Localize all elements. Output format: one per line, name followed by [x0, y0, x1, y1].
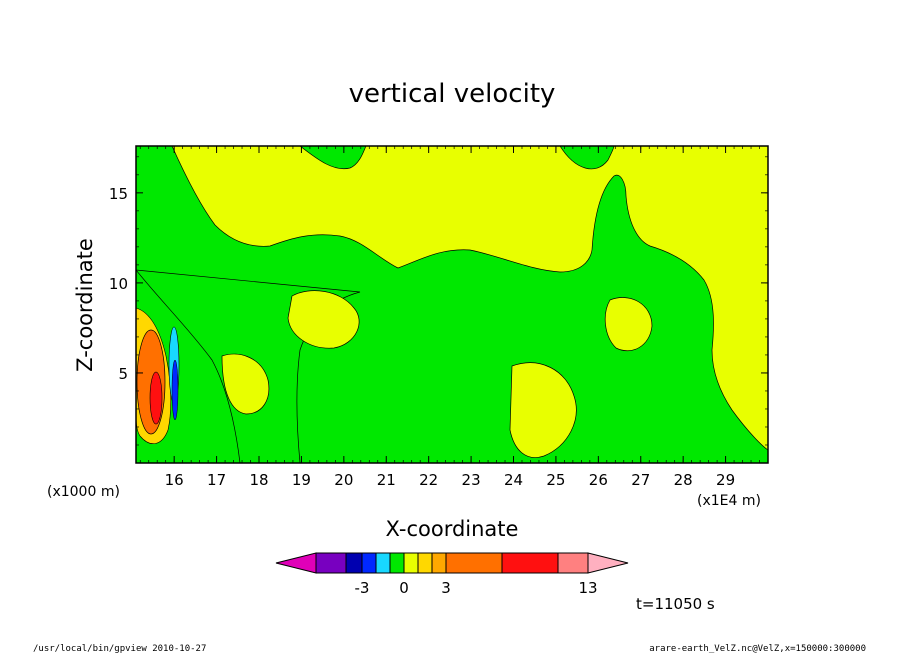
colorbar: -3 0 3 13	[275, 552, 629, 597]
colorbar-swatch	[417, 552, 433, 574]
x-tick-label: 16	[165, 471, 184, 489]
downdraft-core	[171, 359, 179, 421]
plot-frame	[135, 145, 769, 464]
y-axis: 5 10 15	[109, 156, 768, 446]
x-axis-unit: (x1E4 m)	[697, 493, 761, 509]
y-tick-label: 10	[109, 275, 128, 293]
colorbar-swatch	[403, 552, 419, 574]
colorbar-swatch	[501, 552, 559, 574]
footer-left: /usr/local/bin/gpview 2010-10-27	[33, 644, 206, 654]
colorbar-swatch	[557, 552, 589, 574]
colorbar-tick-label: -3	[355, 579, 370, 597]
positive-pocket-2	[509, 362, 577, 458]
x-tick-label: 26	[589, 471, 608, 489]
near-zero-region-2	[299, 146, 367, 170]
y-axis-unit: (x1000 m)	[47, 484, 120, 500]
near-zero-region-4	[559, 146, 615, 170]
x-tick-label: 17	[207, 471, 226, 489]
x-tick-label: 22	[419, 471, 438, 489]
colorbar-low-arrow	[275, 552, 317, 574]
colorbar-swatch	[389, 552, 405, 574]
core-regions	[136, 307, 180, 444]
colorbar-swatch	[445, 552, 503, 574]
x-tick-label: 25	[546, 471, 565, 489]
x-tick-label: 19	[292, 471, 311, 489]
x-axis-title: X-coordinate	[386, 517, 519, 541]
y-axis-title: Z-coordinate	[73, 238, 97, 372]
x-tick-label: 28	[674, 471, 693, 489]
colorbar-swatch	[361, 552, 377, 574]
positive-pocket-4	[221, 353, 270, 415]
x-tick-label: 18	[249, 471, 268, 489]
footer-right: arare-earth_VelZ.nc@VelZ,x=150000:300000	[649, 644, 866, 654]
x-tick-label: 20	[334, 471, 353, 489]
colorbar-tick-label: 0	[399, 579, 409, 597]
colorbar-high-arrow	[587, 552, 629, 574]
x-tick-label: 23	[462, 471, 481, 489]
chart-title: vertical velocity	[349, 79, 556, 109]
x-axis: 16 17 18 19 20 21 22 23 24 25 26 27 28 29	[139, 146, 769, 489]
updraft-peak	[149, 371, 163, 425]
positive-pocket-1	[287, 290, 360, 349]
x-tick-label: 29	[716, 471, 735, 489]
colorbar-swatch	[345, 552, 363, 574]
time-label: t=11050 s	[636, 595, 715, 613]
x-tick-label: 24	[504, 471, 523, 489]
colorbar-tick-label: 13	[578, 579, 597, 597]
near-zero-regions	[136, 146, 768, 463]
colorbar-swatch	[375, 552, 391, 574]
positive-pocket-3	[604, 297, 653, 352]
x-tick-label: 27	[631, 471, 650, 489]
plot-area	[136, 146, 768, 463]
y-tick-label: 15	[109, 185, 128, 203]
colorbar-tick-label: 3	[441, 579, 451, 597]
colorbar-swatch	[315, 552, 347, 574]
x-tick-label: 21	[377, 471, 396, 489]
y-tick-label: 5	[118, 365, 128, 383]
colorbar-swatch	[431, 552, 447, 574]
